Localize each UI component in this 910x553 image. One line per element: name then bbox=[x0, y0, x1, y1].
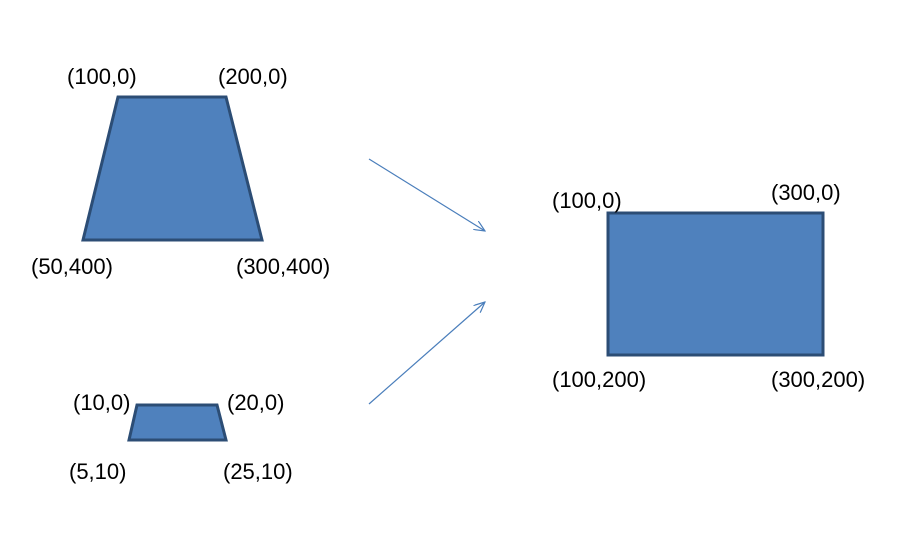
rectangle-top-right-label: (300,0) bbox=[771, 180, 841, 205]
large-trapezoid-top-right-label: (200,0) bbox=[218, 64, 288, 89]
large-trapezoid-bottom-left-label: (50,400) bbox=[31, 254, 113, 279]
rectangle-bottom-left-label: (100,200) bbox=[552, 367, 647, 392]
large-trapezoid-bottom-right-label: (300,400) bbox=[236, 254, 331, 279]
arrow-from-small-trapezoid bbox=[368, 302, 485, 405]
small-trapezoid-top-left-label: (10,0) bbox=[73, 390, 131, 415]
large-trapezoid-top-left-label: (100,0) bbox=[67, 64, 137, 89]
arrow-from-large-trapezoid bbox=[368, 158, 485, 231]
small-trapezoid-top-right-label: (20,0) bbox=[227, 390, 285, 415]
large-trapezoid-shape bbox=[81, 95, 264, 242]
rectangle-bottom-right-label: (300,200) bbox=[771, 367, 866, 392]
rectangle-shape bbox=[606, 211, 825, 357]
small-trapezoid-shape bbox=[127, 403, 228, 442]
rectangle-top-left-label: (100,0) bbox=[552, 188, 622, 213]
small-trapezoid-bottom-right-label: (25,10) bbox=[223, 459, 293, 484]
small-trapezoid-bottom-left-label: (5,10) bbox=[69, 459, 127, 484]
